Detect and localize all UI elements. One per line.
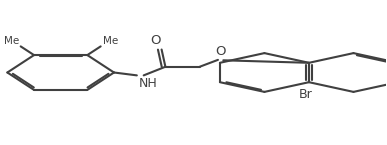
Text: O: O	[151, 34, 161, 47]
Text: Me: Me	[3, 36, 19, 46]
Text: NH: NH	[139, 77, 158, 90]
Text: O: O	[216, 45, 226, 58]
Text: Me: Me	[103, 36, 118, 46]
Text: Br: Br	[298, 88, 312, 101]
